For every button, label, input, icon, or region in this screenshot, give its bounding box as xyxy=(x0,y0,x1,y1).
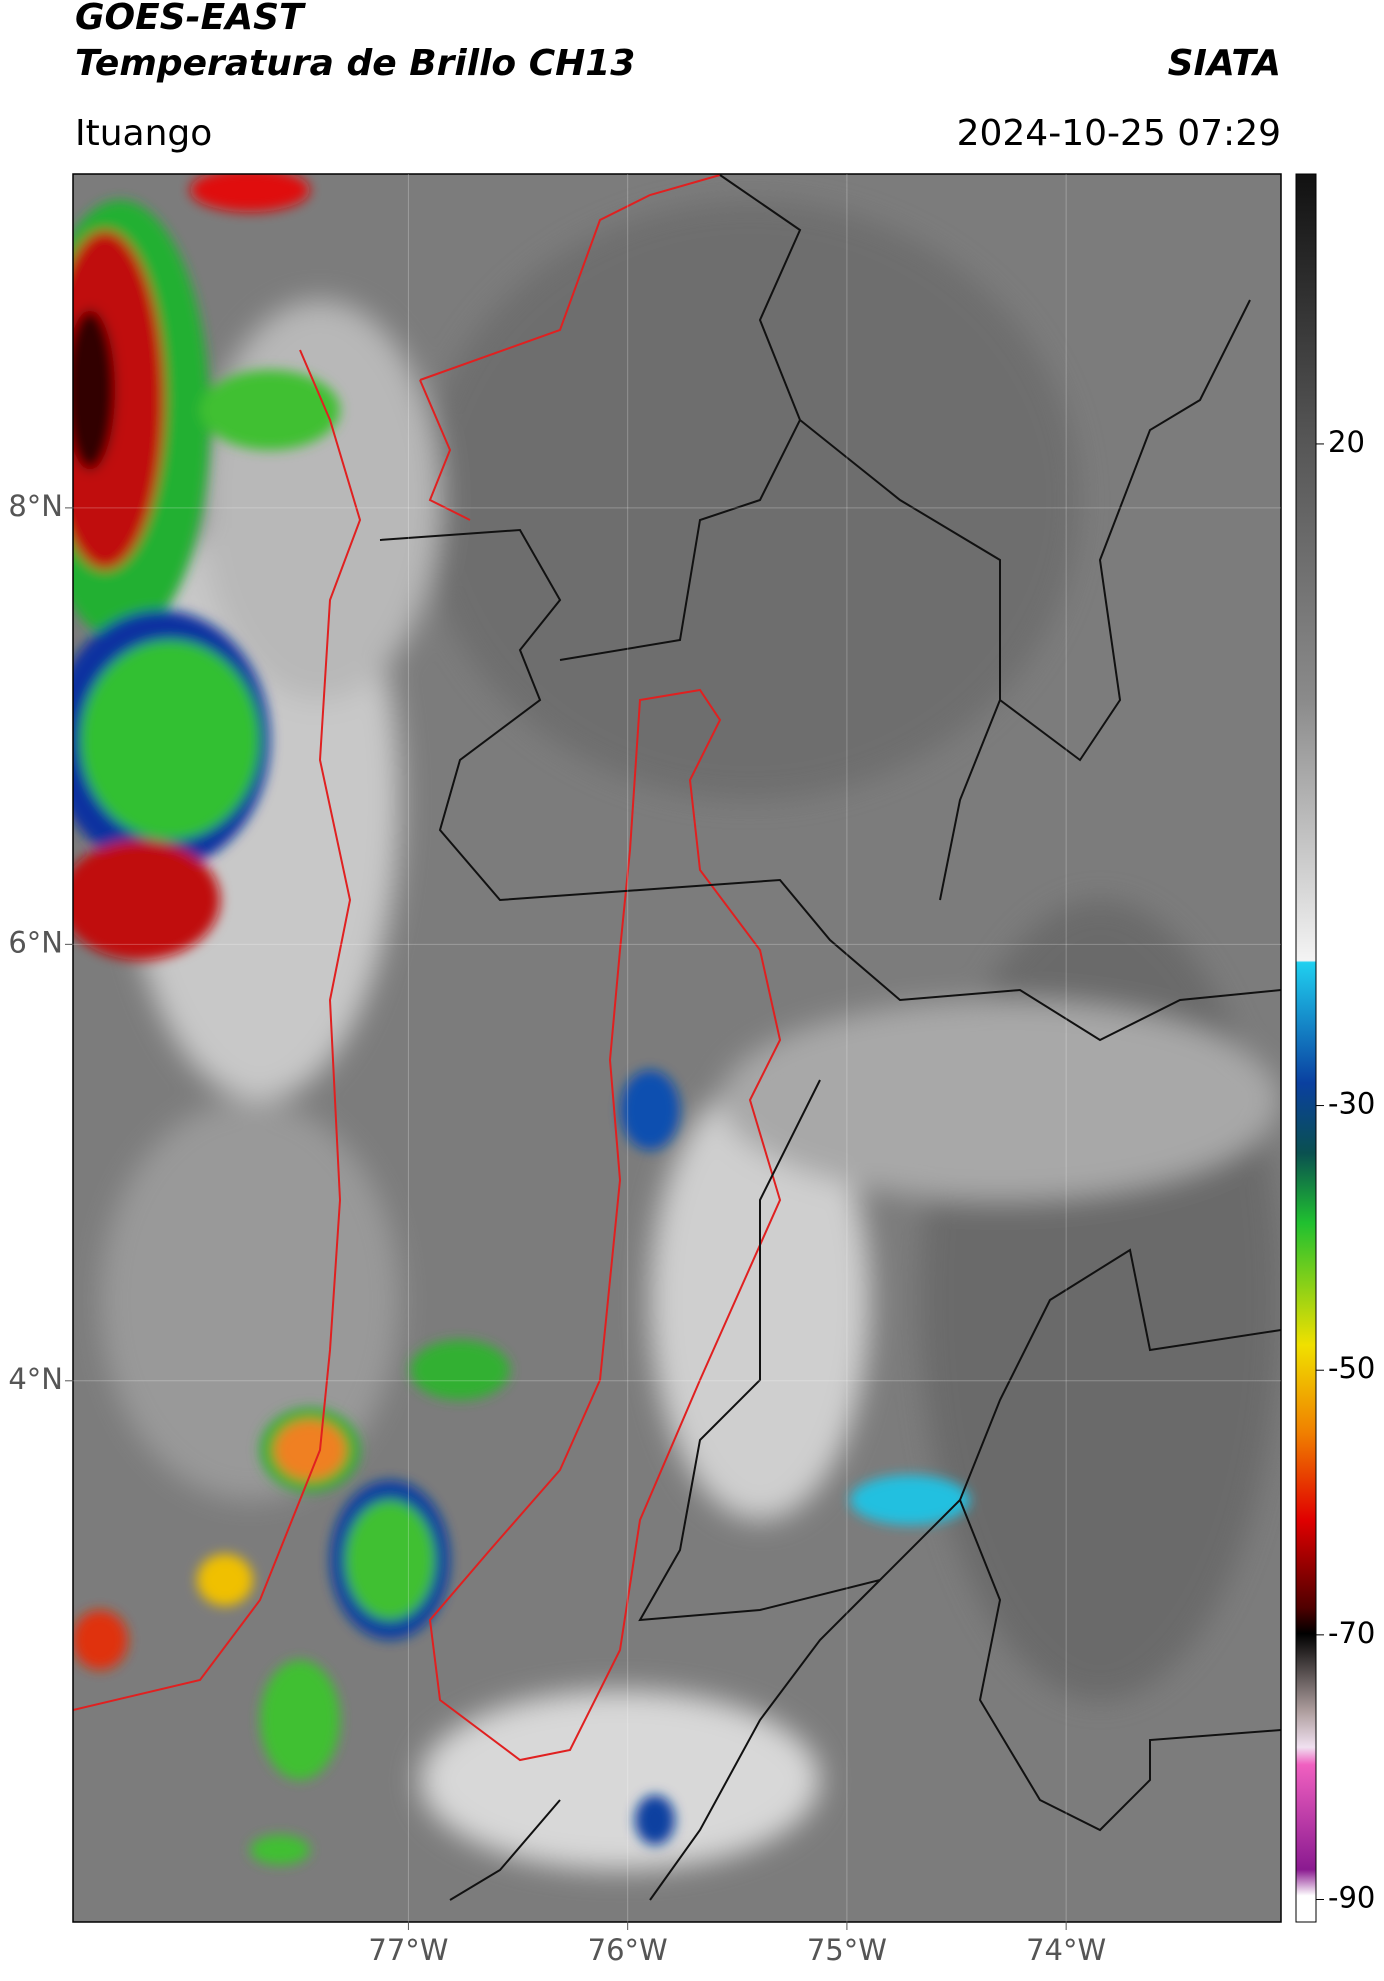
colorbar-tick-label: 20 xyxy=(1328,425,1365,459)
title: GOES-EAST xyxy=(75,0,306,38)
source: SIATA xyxy=(1168,43,1281,84)
x-tick-label: 77°W xyxy=(368,1933,448,1967)
subtitle: Temperatura de Brillo CH13 xyxy=(75,43,635,84)
colorbar-tick-label: -30 xyxy=(1328,1087,1375,1121)
x-tick-label: 74°W xyxy=(1026,1933,1106,1967)
colorbar-tick-label: -90 xyxy=(1328,1881,1375,1915)
datetime: 2024-10-25 07:29 xyxy=(957,113,1281,154)
y-tick-label: 4°N xyxy=(8,1362,63,1396)
y-tick-label: 6°N xyxy=(8,925,63,959)
map-frame xyxy=(72,173,1282,1923)
colorbar xyxy=(1295,173,1317,1923)
y-tick-label: 8°N xyxy=(8,489,63,523)
region: Ituango xyxy=(75,113,212,154)
x-tick-label: 75°W xyxy=(807,1933,887,1967)
x-tick-label: 76°W xyxy=(588,1933,668,1967)
colorbar-tick-label: -50 xyxy=(1328,1351,1375,1385)
colorbar-tick-label: -70 xyxy=(1328,1616,1375,1650)
satellite-image xyxy=(73,174,1281,1922)
